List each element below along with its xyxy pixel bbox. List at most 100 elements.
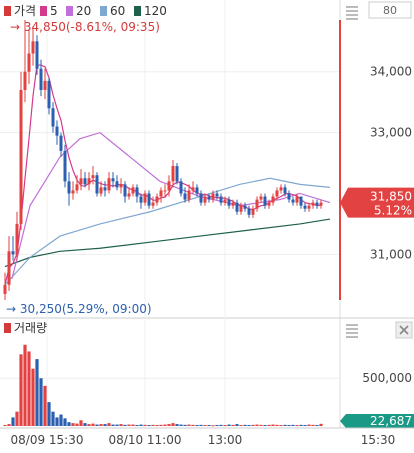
scroll-handle-icon[interactable] xyxy=(346,6,358,20)
volume-bar xyxy=(27,351,31,426)
candle-body xyxy=(263,196,267,206)
price-badge-value: 31,850 xyxy=(370,190,412,204)
volume-bar xyxy=(227,424,231,426)
price-legend: 가격 5 20 60 120 xyxy=(0,2,168,19)
volume-bar xyxy=(83,423,87,426)
price-plot-area xyxy=(0,0,340,318)
volume-bar xyxy=(247,425,251,427)
candle-body xyxy=(259,196,263,200)
candle-body xyxy=(119,184,123,188)
ma-legend: 5 20 60 120 xyxy=(40,4,167,18)
ma-legend-swatch-2 xyxy=(100,6,107,16)
volume-bar xyxy=(103,424,107,426)
ma-legend-swatch-0 xyxy=(40,6,47,16)
candle-body xyxy=(43,80,47,90)
candle-body xyxy=(143,193,147,203)
candle-body xyxy=(99,187,103,194)
candle-body xyxy=(95,175,99,194)
last-volume-badge-bg xyxy=(340,414,414,428)
volume-bar xyxy=(139,424,143,426)
candle-body xyxy=(243,205,247,209)
volume-legend-swatch xyxy=(4,323,11,333)
xtick-label: 08/10 11:00 xyxy=(109,433,182,447)
volume-bar xyxy=(67,422,71,426)
volume-bar xyxy=(75,423,79,426)
volume-bar xyxy=(167,424,171,426)
price-ytick-label: 33,000 xyxy=(370,126,412,140)
volume-bar xyxy=(51,411,55,426)
candle-body xyxy=(215,193,219,197)
volume-scroll-handle-icon[interactable] xyxy=(346,324,358,338)
close-pane-button[interactable] xyxy=(395,321,413,339)
volume-bar xyxy=(55,417,59,426)
volume-bar xyxy=(203,425,207,427)
ma-legend-label-0: 5 xyxy=(50,4,58,18)
volume-bar xyxy=(155,425,159,427)
candle-body xyxy=(103,187,107,191)
candle-body xyxy=(191,187,195,191)
volume-bar xyxy=(31,368,35,426)
volume-bar xyxy=(163,424,167,426)
xtick-label: 15:30 xyxy=(361,433,396,447)
ma120-line xyxy=(4,218,331,268)
volume-bar xyxy=(231,424,235,426)
volume-bar xyxy=(219,424,223,426)
candle-body xyxy=(299,196,303,206)
volume-bar xyxy=(175,424,179,426)
volume-bars xyxy=(3,344,323,427)
volume-bar xyxy=(71,423,75,426)
zoom-badge[interactable] xyxy=(368,1,412,19)
candle-body xyxy=(183,193,187,200)
ma-legend-swatch-1 xyxy=(66,6,73,16)
volume-bar xyxy=(107,423,111,426)
candle-body xyxy=(27,53,31,72)
candle-body xyxy=(147,193,151,206)
candle-body xyxy=(175,166,179,182)
volume-pane: 거래량 500,000 22,687 xyxy=(0,318,414,428)
candle-body xyxy=(235,202,239,212)
candle-body xyxy=(59,135,63,151)
candle-body xyxy=(275,190,279,197)
volume-bar xyxy=(259,424,263,426)
volume-bar xyxy=(135,425,139,427)
volume-bar xyxy=(191,424,195,426)
volume-bar xyxy=(15,411,19,426)
candle-body xyxy=(19,90,23,224)
candle-body xyxy=(115,181,119,188)
candle-body xyxy=(107,178,111,191)
volume-bar xyxy=(239,425,243,427)
volume-bar xyxy=(143,424,147,426)
candle-body xyxy=(155,196,159,203)
ma-legend-swatch-3 xyxy=(134,6,141,16)
candle-body xyxy=(251,208,255,215)
volume-bar xyxy=(251,424,255,426)
candle-body xyxy=(127,193,131,197)
volume-bar xyxy=(127,424,131,426)
candle-body xyxy=(319,202,323,206)
candle-body xyxy=(207,196,211,200)
candle-body xyxy=(167,181,171,191)
candle-body xyxy=(39,68,43,90)
candle-body xyxy=(187,190,191,200)
candle-body xyxy=(303,205,307,209)
candle-body xyxy=(23,71,27,90)
volume-bar xyxy=(123,424,127,426)
volume-bar xyxy=(199,424,203,426)
candle-body xyxy=(311,202,315,206)
candle-body xyxy=(307,205,311,209)
ma20-line xyxy=(11,131,331,279)
candle-body xyxy=(203,196,207,203)
volume-bar xyxy=(311,424,315,426)
volume-bar xyxy=(215,425,219,427)
volume-bar xyxy=(23,344,27,426)
volume-bar xyxy=(307,424,311,426)
ma-legend-label-2: 60 xyxy=(110,4,125,18)
candle-body xyxy=(79,178,83,185)
candle-body xyxy=(67,181,71,194)
candle-body xyxy=(15,223,19,255)
price-badge-bg xyxy=(340,187,414,218)
x-axis-ticks: 08/09 15:30 08/10 11:00 13:00 15:30 xyxy=(11,433,396,447)
volume-legend-title: 거래량 xyxy=(14,321,47,335)
volume-ytick-label: 500,000 xyxy=(362,371,412,385)
